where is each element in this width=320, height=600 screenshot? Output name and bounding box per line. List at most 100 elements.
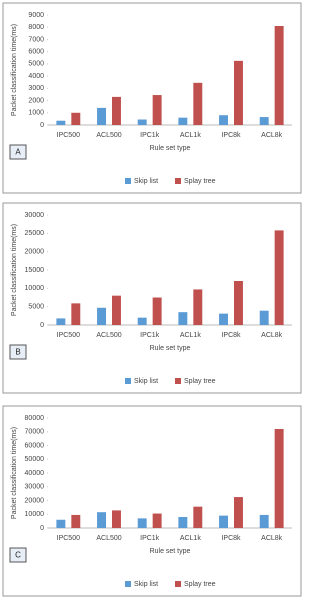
x-tick-label: ACL500 <box>96 332 121 339</box>
x-tick-label: IPC8k <box>221 132 241 139</box>
legend-label: Skip list <box>134 378 158 385</box>
bar <box>234 281 243 325</box>
bar <box>97 307 106 325</box>
x-tick-label: ACL8k <box>261 535 283 542</box>
y-tick-label: 2000 <box>28 97 44 104</box>
y-tick-label: 25000 <box>25 230 45 237</box>
y-tick-label: 15000 <box>25 267 45 274</box>
y-tick-label: 70000 <box>25 429 45 436</box>
panel-label: C <box>15 551 21 560</box>
bar <box>274 230 284 325</box>
bar <box>152 513 162 528</box>
legend-swatch <box>175 378 181 384</box>
panel <box>2 202 302 394</box>
bar <box>259 117 269 125</box>
panel-label-box <box>9 344 27 360</box>
y-tick-label: 10000 <box>25 511 45 518</box>
bar <box>259 310 269 325</box>
legend-label: Splay tree <box>184 581 216 588</box>
x-tick-label: IPC500 <box>57 332 80 339</box>
bar <box>71 303 81 325</box>
legend-swatch <box>175 178 181 184</box>
y-tick-label: 8000 <box>28 24 44 31</box>
bar <box>274 429 284 528</box>
bar <box>56 519 66 528</box>
y-tick-label: 40000 <box>25 470 45 477</box>
bar <box>193 506 203 528</box>
x-tick-label: ACL1k <box>180 332 202 339</box>
y-axis-title: Packet classification time(ms) <box>11 224 18 316</box>
y-tick-label: 20000 <box>25 497 45 504</box>
bar <box>56 318 66 325</box>
x-tick-label: ACL500 <box>96 535 121 542</box>
y-tick-label: 0 <box>40 525 44 532</box>
y-axis-title: Packet classification time(ms) <box>11 24 18 116</box>
bar <box>152 297 162 325</box>
y-tick-label: 9000 <box>28 12 44 19</box>
y-tick-label: 20000 <box>25 249 45 256</box>
bar <box>234 497 243 528</box>
y-tick-label: 3000 <box>28 85 44 92</box>
x-tick-label: ACL1k <box>180 535 202 542</box>
x-axis-title: Rule set type <box>150 345 191 352</box>
x-axis-title: Rule set type <box>150 145 191 152</box>
x-tick-label: ACL8k <box>261 132 283 139</box>
bar <box>71 112 81 125</box>
y-tick-label: 4000 <box>28 73 44 80</box>
x-tick-label: IPC500 <box>57 535 80 542</box>
bar <box>178 517 188 528</box>
x-axis-title: Rule set type <box>150 548 191 555</box>
panel <box>2 2 302 194</box>
x-tick-label: IPC8k <box>221 535 241 542</box>
y-tick-label: 10000 <box>25 285 45 292</box>
x-tick-label: IPC1k <box>140 535 160 542</box>
panel-label-box <box>9 144 27 160</box>
y-tick-label: 7000 <box>28 36 44 43</box>
bar <box>178 312 188 325</box>
y-tick-label: 50000 <box>25 456 45 463</box>
y-tick-label: 5000 <box>28 61 44 68</box>
bar <box>112 96 121 125</box>
x-tick-label: IPC1k <box>140 332 160 339</box>
legend-swatch <box>175 581 181 587</box>
bar <box>137 317 147 325</box>
bar <box>112 510 121 528</box>
bar <box>112 295 121 325</box>
panel <box>2 405 302 597</box>
bar <box>137 119 147 125</box>
figure: 0 1000 2000 3000 4000 5000 6000 7000 8000 9000 Pac… <box>2 2 302 597</box>
legend-label: Skip list <box>134 581 158 588</box>
x-tick-label: IPC500 <box>57 132 80 139</box>
y-tick-label: 0 <box>40 322 44 329</box>
bar <box>137 518 147 528</box>
y-tick-label: 6000 <box>28 49 44 56</box>
y-tick-label: 30000 <box>25 484 45 491</box>
x-tick-label: ACL1k <box>180 132 202 139</box>
legend-swatch <box>125 581 131 587</box>
bar <box>219 515 228 528</box>
bar <box>97 512 106 528</box>
x-tick-label: IPC8k <box>221 332 241 339</box>
bar <box>178 117 188 125</box>
bar <box>56 120 66 125</box>
panel-label: B <box>15 348 20 357</box>
y-tick-label: 0 <box>40 122 44 129</box>
bar <box>219 313 228 325</box>
y-tick-label: 80000 <box>25 415 45 422</box>
y-tick-label: 5000 <box>28 304 44 311</box>
bar <box>97 107 106 125</box>
y-axis-title: Packet classification time(ms) <box>11 427 18 519</box>
x-tick-label: IPC1k <box>140 132 160 139</box>
bar <box>152 95 162 125</box>
y-tick-label: 1000 <box>28 110 44 117</box>
x-tick-label: ACL500 <box>96 132 121 139</box>
legend-label: Splay tree <box>184 378 216 385</box>
panel-label-box <box>9 547 27 563</box>
y-tick-label: 60000 <box>25 442 45 449</box>
y-tick-label: 30000 <box>25 212 45 219</box>
bar <box>193 289 203 325</box>
x-tick-label: ACL8k <box>261 332 283 339</box>
panel-label: A <box>15 148 21 157</box>
bar <box>71 514 81 528</box>
legend-swatch <box>125 378 131 384</box>
